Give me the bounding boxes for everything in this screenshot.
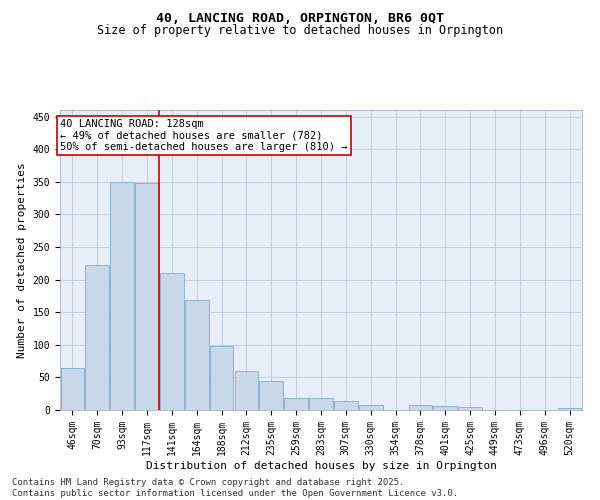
Bar (61, 368, 84, 410)
Bar (160, 273, 184, 410)
Text: Size of property relative to detached houses in Orpington: Size of property relative to detached ho… (97, 24, 503, 37)
Bar (185, 300, 209, 410)
Bar (135, 183, 159, 410)
Text: Contains HM Land Registry data © Crown copyright and database right 2025.
Contai: Contains HM Land Registry data © Crown c… (12, 478, 458, 498)
Bar (235, 371, 258, 410)
Bar (558, 408, 581, 410)
Bar (210, 346, 233, 410)
Text: 40, LANCING ROAD, ORPINGTON, BR6 0QT: 40, LANCING ROAD, ORPINGTON, BR6 0QT (156, 12, 444, 26)
Y-axis label: Number of detached properties: Number of detached properties (17, 162, 27, 358)
Bar (110, 182, 134, 410)
Bar (85, 265, 109, 410)
X-axis label: Distribution of detached houses by size in Orpington: Distribution of detached houses by size … (146, 460, 497, 470)
Bar (284, 398, 308, 410)
Bar (433, 406, 457, 410)
Bar (309, 398, 333, 410)
Text: 40 LANCING ROAD: 128sqm
← 49% of detached houses are smaller (782)
50% of semi-d: 40 LANCING ROAD: 128sqm ← 49% of detache… (60, 119, 347, 152)
Bar (259, 382, 283, 410)
Bar (409, 406, 432, 410)
Bar (334, 401, 358, 410)
Bar (359, 405, 383, 410)
Bar (458, 408, 482, 410)
